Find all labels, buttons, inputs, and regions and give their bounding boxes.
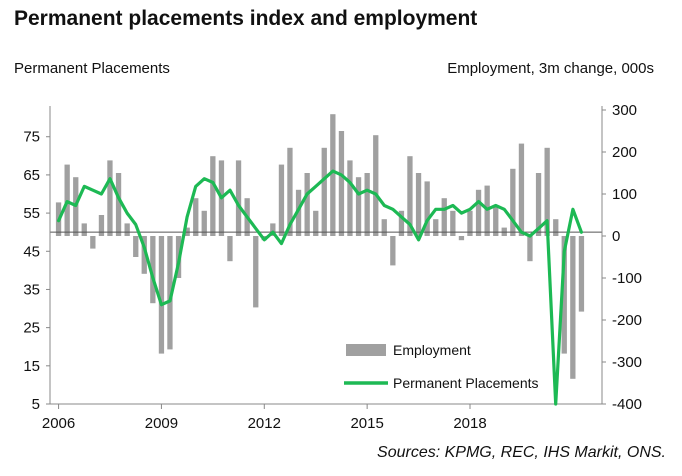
employment-bar (98, 215, 105, 236)
employment-bar (527, 236, 533, 262)
employment-bar (210, 156, 216, 236)
employment-bar (270, 223, 276, 236)
employment-bar (115, 173, 122, 236)
employment-bar (81, 223, 87, 236)
x-tick-label: 2006 (42, 415, 75, 432)
right-tick-label: 300 (612, 102, 637, 119)
employment-bar (167, 236, 173, 350)
employment-bar (313, 210, 319, 236)
legend-label-employment: Employment (393, 342, 471, 358)
employment-bar (578, 236, 585, 312)
employment-bar (304, 173, 310, 236)
employment-bar (450, 210, 456, 236)
right-tick-label: -300 (612, 354, 642, 371)
employment-bar (381, 219, 387, 236)
x-tick-label: 2009 (145, 415, 178, 432)
employment-bar (364, 173, 370, 236)
employment-bar (321, 147, 327, 236)
right-tick-label: -200 (612, 312, 642, 329)
employment-bar (398, 210, 405, 236)
employment-bar (373, 135, 379, 236)
employment-bar (141, 236, 147, 274)
employment-bar (553, 219, 559, 236)
left-tick-label: 45 (23, 243, 40, 260)
employment-bar (338, 131, 345, 236)
right-axis-caption: Employment, 3m change, 000s (447, 60, 654, 77)
permanent-placements-line (56, 169, 584, 406)
employment-bar (193, 198, 199, 236)
employment-bar (415, 173, 422, 236)
employment-bar (347, 160, 353, 236)
employment-bar (124, 223, 130, 236)
left-tick-label: 65 (23, 167, 40, 184)
employment-bar (441, 198, 447, 236)
right-tick-label: 100 (612, 186, 637, 203)
left-tick-label: 5 (32, 396, 40, 413)
employment-bar (535, 173, 542, 236)
employment-bar (133, 236, 139, 257)
employment-bar (158, 236, 165, 354)
legend-label-permanent-placements: Permanent Placements (393, 375, 539, 391)
employment-bar (201, 210, 207, 236)
right-tick-label: -400 (612, 396, 642, 413)
employment-bar (253, 236, 259, 308)
employment-bar (433, 219, 439, 236)
left-tick-label: 75 (23, 129, 40, 146)
x-tick-label: 2015 (350, 415, 383, 432)
employment-bar (287, 147, 293, 236)
employment-bar (561, 236, 567, 354)
right-tick-label: -100 (612, 270, 642, 287)
employment-bar (355, 177, 362, 236)
employment-bar (475, 189, 482, 236)
employment-bar (544, 147, 550, 236)
left-tick-label: 35 (23, 281, 40, 298)
employment-bar (570, 236, 576, 379)
chart-title: Permanent placements index and employmen… (14, 7, 478, 30)
employment-bar (518, 143, 525, 236)
employment-bar (424, 181, 430, 236)
employment-bar (493, 206, 499, 236)
left-tick-label: 25 (23, 320, 40, 337)
employment-bar (510, 168, 516, 236)
left-axis-caption: Permanent Placements (14, 60, 170, 77)
employment-bar (458, 236, 465, 241)
employment-bar (295, 189, 302, 236)
employment-bar (227, 236, 233, 262)
left-tick-label: 55 (23, 205, 40, 222)
source-note: Sources: KPMG, REC, IHS Markit, ONS. (377, 444, 666, 461)
employment-bar (330, 114, 336, 236)
x-tick-label: 2012 (248, 415, 281, 432)
left-tick-label: 15 (23, 358, 40, 375)
employment-bar (235, 160, 242, 236)
employment-bar (90, 236, 96, 249)
x-tick-label: 2018 (453, 415, 486, 432)
employment-bar (467, 210, 473, 236)
right-tick-label: 0 (612, 228, 620, 245)
employment-bar (390, 236, 396, 266)
employment-bar (407, 156, 413, 236)
legend-swatch-employment (346, 344, 386, 356)
employment-bar (150, 236, 156, 304)
employment-bar (107, 160, 113, 236)
right-tick-label: 200 (612, 144, 637, 161)
employment-bar (278, 164, 285, 236)
